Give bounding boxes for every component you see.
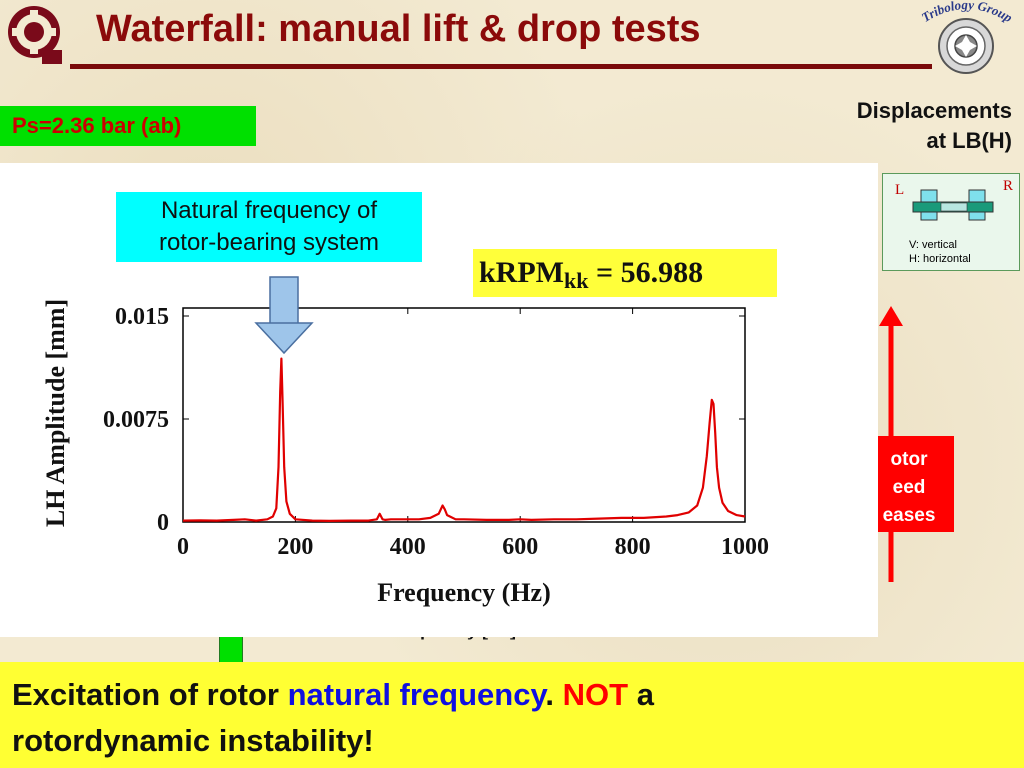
rotor-shaft-icon <box>912 189 994 221</box>
amplitude-spectrum-chart: 0 200 400 600 800 1000 0 0.0075 0.015 Frequency … <box>0 163 878 637</box>
x-tick-label: 0 <box>177 534 189 560</box>
displacements-line1: Displacements <box>856 98 1012 123</box>
x-axis-label: Frequency (Hz) <box>377 578 551 607</box>
krpm-readout: kRPMkk = 56.988 <box>473 249 777 297</box>
displacements-line2: at LB(H) <box>926 128 1012 153</box>
callout-line2: rotor-bearing system <box>158 229 380 256</box>
horizontal-legend: H: horizontal <box>909 253 971 265</box>
speed-box-line3: eases <box>882 505 936 526</box>
peak-pointer-arrow-icon <box>254 276 314 355</box>
plot-frame <box>182 307 746 523</box>
conclusion-text-1: Excitation of rotor <box>12 677 288 712</box>
krpm-equals: = <box>588 256 621 289</box>
krpm-subscript: kk <box>564 268 589 293</box>
bearing-right-label: R <box>1002 178 1013 194</box>
supply-pressure-badge: Ps=2.36 bar (ab) <box>0 106 256 146</box>
krpm-value: 56.988 <box>620 256 704 289</box>
x-tick-label: 800 <box>615 534 651 560</box>
tribology-group-logo: Tribology Group <box>919 0 1015 74</box>
natural-frequency-callout: Natural frequency of rotor-bearing syste… <box>116 192 422 262</box>
slide-title: Waterfall: manual lift & drop tests <box>96 8 701 50</box>
speed-box-line2: eed <box>892 477 926 498</box>
y-tick-label: 0 <box>157 510 169 536</box>
conclusion-line1: Excitation of rotor natural frequency. N… <box>12 672 1012 718</box>
y-tick-label: 0.015 <box>115 304 169 330</box>
conclusion-text-2: . <box>545 677 563 712</box>
y-tick-label: 0.0075 <box>103 407 169 433</box>
x-tick-label: 600 <box>502 534 538 560</box>
bearing-diagram: L R V: vertical H: horizontal <box>882 173 1020 271</box>
krpm-label: kRPM <box>479 256 564 289</box>
university-logo <box>8 6 62 64</box>
x-tick-label: 200 <box>277 534 313 560</box>
x-tick-label: 400 <box>390 534 426 560</box>
callout-line1: Natural frequency of <box>160 197 378 224</box>
bearing-left-label: L <box>895 182 905 198</box>
amplitude-trace <box>182 357 746 522</box>
conclusion-highlight-red: NOT <box>562 677 629 712</box>
vertical-legend: V: vertical <box>909 239 957 251</box>
title-underline <box>70 64 932 69</box>
chart-svg: 0 200 400 600 800 1000 0 0.0075 0.015 Frequency … <box>41 276 769 607</box>
conclusion-line2: rotordynamic instability! <box>12 723 374 758</box>
conclusion-banner: Excitation of rotor natural frequency. N… <box>0 662 1024 768</box>
conclusion-highlight-blue: natural frequency <box>287 677 546 712</box>
y-axis-label: LH Amplitude [mm] <box>41 299 70 527</box>
conclusion-text-3: a <box>628 677 654 712</box>
rotor-speed-increases-box: otor eed eases <box>864 436 954 532</box>
x-tick-label: 1000 <box>721 534 769 560</box>
speed-box-line1: otor <box>890 449 928 470</box>
displacements-label: Displacements at LB(H) <box>857 96 1012 156</box>
